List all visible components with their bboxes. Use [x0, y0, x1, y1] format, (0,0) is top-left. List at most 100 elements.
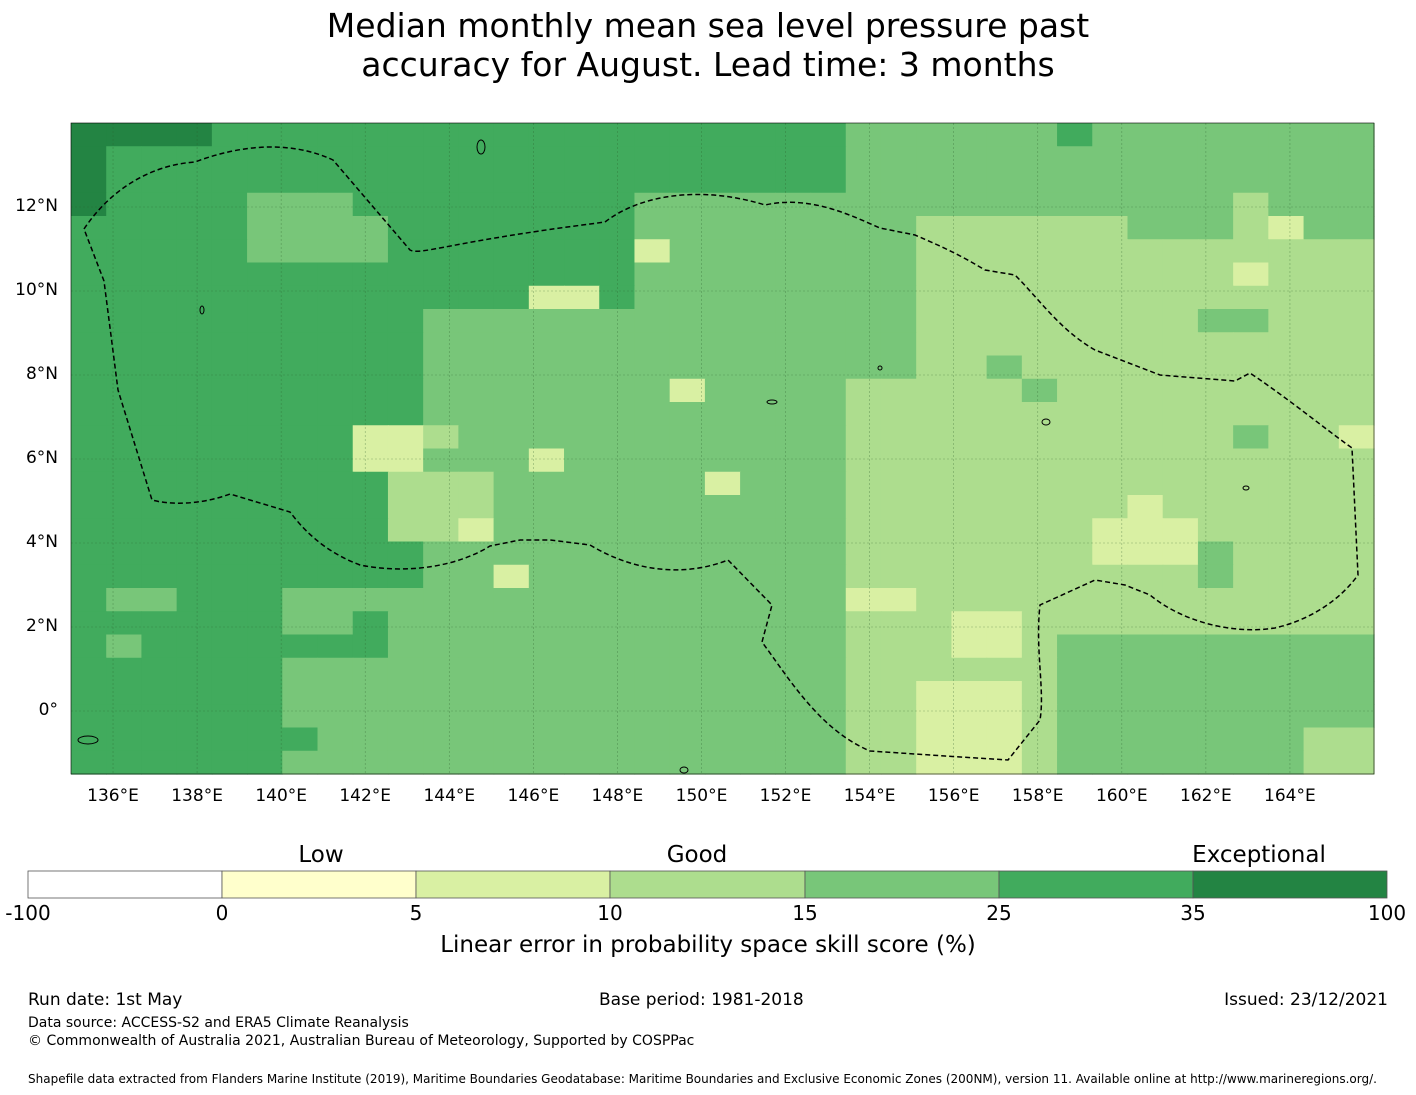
skill-cell	[247, 402, 283, 426]
skill-cell	[247, 309, 283, 333]
skill-cell	[740, 309, 776, 333]
island-outline	[1041, 418, 1051, 426]
skill-cell	[141, 192, 178, 217]
skill-cell	[211, 495, 248, 519]
skill-cell	[986, 123, 1023, 147]
skill-cell	[1162, 750, 1199, 775]
skill-cell	[951, 192, 988, 217]
skill-cell	[247, 146, 283, 171]
skill-cell	[1268, 681, 1305, 705]
skill-cell	[1021, 239, 1058, 264]
skill-cell	[352, 588, 389, 612]
skill-cell	[986, 634, 1023, 659]
skill-cell	[352, 564, 389, 589]
skill-cell	[211, 402, 248, 426]
skill-cell	[704, 309, 741, 333]
skill-cell	[880, 657, 917, 682]
skill-cell	[211, 332, 248, 357]
skill-cell	[176, 750, 213, 775]
skill-cell	[564, 123, 600, 147]
skill-cell	[986, 309, 1023, 333]
skill-cell	[387, 611, 424, 636]
skill-cell	[740, 727, 776, 752]
skill-cell	[1233, 704, 1269, 729]
skill-cell	[211, 192, 248, 217]
skill-cell	[528, 402, 565, 426]
skill-cell	[634, 285, 671, 310]
copyright: © Commonwealth of Australia 2021, Austra…	[28, 1033, 695, 1049]
skill-cell	[1197, 495, 1234, 519]
skill-cell	[317, 239, 354, 264]
skill-cell	[282, 332, 319, 357]
skill-cell	[880, 471, 917, 496]
skill-cell	[1021, 262, 1058, 287]
skill-cell	[71, 541, 107, 566]
skill-cell	[1092, 657, 1129, 682]
skill-cell	[1021, 123, 1058, 147]
skill-cell	[387, 146, 424, 171]
skill-cell	[704, 750, 741, 775]
skill-cell	[528, 448, 565, 473]
skill-cell	[810, 518, 847, 543]
skill-cell	[810, 564, 847, 589]
skill-cell	[1268, 704, 1305, 729]
skill-cell	[1197, 192, 1234, 217]
skill-cell	[211, 518, 248, 543]
skill-cell	[845, 425, 882, 450]
skill-cell	[1127, 541, 1164, 566]
skill-cell	[1092, 588, 1129, 612]
skill-cell	[599, 518, 636, 543]
skill-cell	[1338, 332, 1375, 357]
skill-cell	[1338, 495, 1375, 519]
skill-cell	[951, 727, 988, 752]
skill-cell	[106, 355, 143, 380]
skill-cell	[704, 448, 741, 473]
skill-cell	[1268, 169, 1305, 194]
skill-cell	[634, 541, 671, 566]
skill-cell	[669, 495, 706, 519]
skill-cell	[71, 309, 107, 333]
skill-cell	[564, 657, 600, 682]
skill-cell	[106, 588, 143, 612]
skill-cell	[282, 448, 319, 473]
skill-cell	[71, 588, 107, 612]
skill-cell	[423, 681, 459, 705]
skill-cell	[775, 518, 812, 543]
skill-cell	[106, 169, 143, 194]
skill-cell	[1233, 146, 1269, 171]
skill-cell	[1338, 285, 1375, 310]
skill-cell	[211, 727, 248, 752]
skill-cell	[1303, 216, 1340, 240]
skill-cell	[1197, 146, 1234, 171]
skill-cell	[387, 355, 424, 380]
skill-cell	[1268, 378, 1305, 403]
skill-cell	[528, 564, 565, 589]
skill-cell	[1021, 402, 1058, 426]
skill-cell	[458, 285, 495, 310]
skill-cell	[916, 611, 953, 636]
skill-cell	[704, 355, 741, 380]
skill-cell	[317, 378, 354, 403]
skill-cell	[528, 518, 565, 543]
skill-cell	[211, 169, 248, 194]
skill-cell	[1092, 355, 1129, 380]
skill-cell	[1197, 169, 1234, 194]
skill-cell	[564, 355, 600, 380]
skill-cell	[986, 611, 1023, 636]
skill-cell	[387, 495, 424, 519]
skill-cell	[528, 634, 565, 659]
skill-cell	[317, 355, 354, 380]
skill-cell	[387, 564, 424, 589]
skill-cell	[1127, 727, 1164, 752]
skill-cell	[458, 355, 495, 380]
skill-cell	[599, 425, 636, 450]
skill-cell	[458, 309, 495, 333]
skill-cell	[493, 402, 530, 426]
skill-cell	[916, 425, 953, 450]
skill-cell	[176, 518, 213, 543]
longitude-tick: 162°E	[1180, 786, 1232, 806]
skill-cell	[211, 355, 248, 380]
skill-cell	[141, 239, 178, 264]
skill-cell	[704, 611, 741, 636]
skill-cell	[211, 378, 248, 403]
